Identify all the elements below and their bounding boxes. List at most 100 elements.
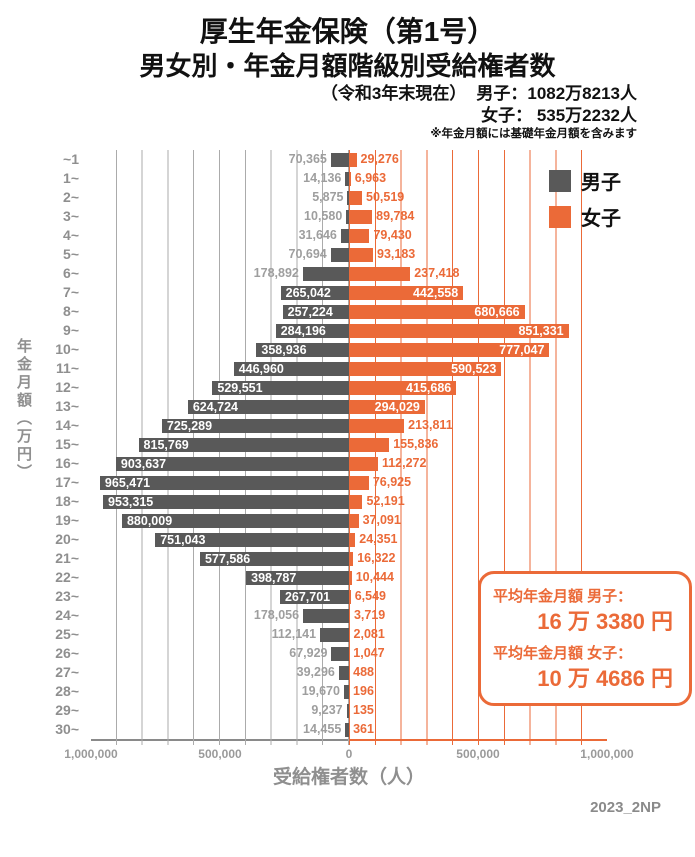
- women-value-label: 237,418: [414, 266, 460, 280]
- avg-women-label: 平均年金月額 女子：: [493, 645, 633, 662]
- men-half: 953,315: [91, 492, 349, 511]
- men-value-label: 953,315: [108, 494, 154, 509]
- women-half: 29,276: [349, 150, 607, 169]
- women-bar: [349, 475, 369, 490]
- men-bar: [303, 608, 349, 623]
- women-bar: [349, 513, 359, 528]
- men-swatch-icon: [549, 169, 571, 192]
- women-half: 777,047: [349, 340, 607, 359]
- women-value-label: 851,331: [518, 323, 564, 338]
- men-value-label: 19,670: [301, 684, 340, 698]
- chart-row: 4~ 31,646 79,430: [0, 226, 695, 245]
- women-bar: [349, 228, 370, 243]
- chart-row: 21~ 577,586 16,322: [0, 549, 695, 568]
- men-value-label: 529,551: [217, 380, 263, 395]
- chart-row: 10~ 358,936 777,047: [0, 340, 695, 359]
- women-bar: [349, 152, 357, 167]
- men-half: 257,224: [91, 302, 349, 321]
- category-label: 8~: [63, 303, 79, 319]
- women-half: 24,351: [349, 530, 607, 549]
- men-half: 9,237: [91, 701, 349, 720]
- men-value-label: 815,769: [143, 437, 189, 452]
- women-value-label: 590,523: [451, 361, 497, 376]
- men-value-label: 178,892: [253, 266, 299, 280]
- category-label: 13~: [55, 398, 79, 414]
- women-bar: [349, 171, 351, 186]
- men-value-label: 67,929: [289, 646, 328, 660]
- category-label: 17~: [55, 474, 79, 490]
- legend-label-women: 女子: [581, 208, 621, 230]
- figure: 厚生年金保険（第1号） 男女別・年金月額階級別受給権者数 （令和3年末現在） 男子…: [0, 14, 695, 857]
- women-half: 442,558: [349, 283, 607, 302]
- women-value-label: 294,029: [374, 399, 420, 414]
- men-half: 358,936: [91, 340, 349, 359]
- category-label: 14~: [55, 417, 79, 433]
- women-bar: [349, 494, 363, 509]
- women-value-label: 488: [353, 665, 374, 679]
- men-bar: 265,042: [280, 285, 349, 300]
- men-half: 10,580: [91, 207, 349, 226]
- men-value-label: 257,224: [287, 304, 333, 319]
- category-label: 30~: [55, 721, 79, 737]
- men-bar: 624,724: [187, 399, 349, 414]
- men-value-label: 725,289: [166, 418, 213, 433]
- category-label: 24~: [55, 607, 79, 623]
- women-value-label: 196: [353, 684, 374, 698]
- chart-row: 19~ 880,009 37,091: [0, 511, 695, 530]
- category-label: 20~: [55, 531, 79, 547]
- women-half: 112,272: [349, 454, 607, 473]
- men-half: 446,960: [91, 359, 349, 378]
- men-value-label: 398,787: [251, 570, 297, 585]
- women-value-label: 135: [353, 703, 374, 717]
- category-label: 9~: [63, 322, 79, 338]
- x-axis-title: 受給権者数（人）: [272, 767, 425, 788]
- chart-row: 29~ 9,237 135: [0, 701, 695, 720]
- women-half: 93,183: [349, 245, 607, 264]
- women-value-label: 2,081: [353, 627, 385, 641]
- category-label: 29~: [55, 702, 79, 718]
- men-half: 112,141: [91, 625, 349, 644]
- men-value-label: 178,056: [253, 608, 300, 622]
- chart-row: 15~ 815,769 155,836: [0, 435, 695, 454]
- women-bar: [349, 209, 373, 224]
- female-total-line: 女子： 535万2232人: [481, 106, 637, 125]
- men-value-label: 39,296: [296, 665, 335, 679]
- men-value-label: 10,580: [304, 209, 343, 223]
- men-bar: [345, 722, 349, 737]
- x-tick-label: 0: [345, 747, 353, 761]
- men-half: 903,637: [91, 454, 349, 473]
- chart-row: 6~ 178,892 237,418: [0, 264, 695, 283]
- women-value-label: 37,091: [362, 513, 401, 527]
- men-bar: [345, 171, 349, 186]
- men-bar: 815,769: [138, 437, 349, 452]
- women-half: 415,686: [349, 378, 607, 397]
- y-axis-title: 年金月額（万円）: [15, 338, 32, 482]
- chart-row: 20~ 751,043 24,351: [0, 530, 695, 549]
- women-value-label: 213,811: [408, 418, 453, 432]
- women-bar: [349, 456, 378, 471]
- category-label: 5~: [63, 246, 79, 262]
- chart-row: 11~ 446,960 590,523: [0, 359, 695, 378]
- men-half: 19,670: [91, 682, 349, 701]
- men-half: 725,289: [91, 416, 349, 435]
- chart-row: 17~ 965,471 76,925: [0, 473, 695, 492]
- category-label: 23~: [55, 588, 79, 604]
- figure-code: 2023_2NP: [590, 799, 661, 816]
- bar-rows: ~1 70,365 29,276 1~ 14,136 6,963 2~ 5,875 50,519…: [0, 150, 695, 739]
- women-value-label: 777,047: [499, 342, 545, 357]
- men-half: 529,551: [91, 378, 349, 397]
- men-bar: 257,224: [282, 304, 349, 319]
- men-value-label: 751,043: [160, 532, 206, 547]
- women-value-label: 361: [353, 722, 374, 736]
- avg-men-value: 16 万 3380 円: [537, 609, 673, 634]
- men-bar: 725,289: [161, 418, 349, 433]
- men-bar: 577,586: [199, 551, 349, 566]
- footnote: ※年金月額には基礎年金月額を含みます: [430, 128, 637, 140]
- asof-label: （令和3年末現在）: [320, 84, 467, 103]
- category-label: 25~: [55, 626, 79, 642]
- women-half: 590,523: [349, 359, 607, 378]
- category-label: 15~: [55, 436, 79, 452]
- men-half: 965,471: [91, 473, 349, 492]
- men-half: 815,769: [91, 435, 349, 454]
- men-value-label: 446,960: [238, 361, 284, 376]
